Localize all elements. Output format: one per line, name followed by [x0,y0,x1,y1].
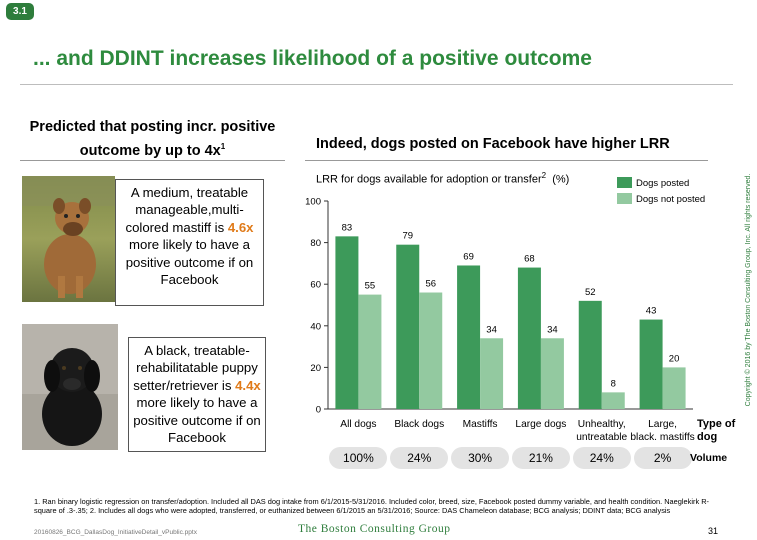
left-heading-footnote: 1 [220,142,226,151]
bar-not-posted [358,294,382,409]
chart-heading: Indeed, dogs posted on Facebook have hig… [316,136,670,152]
bar-not-posted [540,338,564,409]
data-label-posted: 52 [585,287,596,298]
volume-pill: 24% [390,447,449,469]
bar-posted [396,244,420,409]
x-category-label: Mastiffs [463,419,498,430]
x-axis-title-text: Type of dog [697,418,736,443]
data-label-not-posted: 8 [611,378,616,389]
puppy-likelihood-highlight: 4.4x [235,377,261,393]
data-label-posted: 79 [402,231,413,242]
bcg-logo: The Boston Consulting Group [298,523,451,535]
x-category-label: All dogs [340,419,376,430]
lrr-bar-chart: 0 20 40 60 80 100 83 55 All dogs 79 56 Black dogs 69… [305,197,695,441]
chart-subtitle-footnote: 2 [541,171,547,180]
mastiff-text-before: A medium, treatable manageable,multi-col… [125,185,249,235]
puppy-insight-card: A black, treatable-rehabilitatable puppy… [128,337,266,452]
y-tick-label: 80 [310,238,321,249]
x-category-label: Unhealthy, [578,419,626,430]
bar-posted [578,300,602,409]
bar-not-posted [480,338,504,409]
data-label-posted: 69 [463,251,474,262]
volume-pill: 30% [451,447,510,469]
legend-label-not-posted: Dogs not posted [636,194,706,205]
data-label-not-posted: 56 [425,279,436,290]
bar-posted [335,236,359,409]
section-badge: 3.1 [6,3,34,20]
y-tick-label: 20 [310,363,321,374]
data-label-posted: 43 [646,306,657,317]
x-category-label: Black dogs [394,419,444,430]
mastiff-likelihood-highlight: 4.6x [227,219,254,235]
legend-swatch-posted [617,177,632,188]
left-heading-rule [20,160,285,161]
bar-not-posted [419,292,443,409]
bar-posted [517,267,541,409]
x-category-label: black, mastiffs [630,432,694,440]
mastiff-text-after: more likely to have a positive outcome i… [125,237,254,288]
left-heading-text: Predicted that posting incr. positive ou… [29,119,276,159]
bar-posted [639,319,663,409]
puppy-text-after: more likely to have a positive outcome i… [133,395,261,446]
volume-label: Volume [690,452,728,464]
data-label-not-posted: 34 [547,324,558,335]
y-tick-label: 60 [310,280,321,291]
data-label-not-posted: 55 [365,281,376,292]
data-label-not-posted: 34 [486,324,497,335]
volume-pill: 100% [329,447,388,469]
y-tick-label: 40 [310,321,321,332]
page-title: ... and DDINT increases likelihood of a … [33,47,592,70]
bar-not-posted [662,367,686,409]
title-divider [20,84,733,85]
chart-subtitle-text: LRR for dogs available for adoption or t… [316,173,542,186]
brown-mastiff-photo [22,176,115,302]
file-name: 20160826_BCG_DallasDog_InitiativeDetail_… [34,529,197,536]
copyright-notice: Copyright © 2016 by The Boston Consultin… [745,173,752,407]
x-axis-title: Type of dog [697,418,757,444]
left-panel-heading: Predicted that posting incr. positive ou… [20,118,285,161]
chart-subtitle-unit: (%) [552,173,570,186]
legend-swatch-not-posted [617,193,632,204]
volume-pill: 24% [572,447,631,469]
bar-not-posted [601,392,625,409]
y-tick-label: 0 [316,405,321,416]
data-label-posted: 83 [342,222,353,233]
volume-pill: 21% [511,447,570,469]
chart-subtitle: LRR for dogs available for adoption or t… [316,171,569,186]
page-number: 31 [708,526,719,536]
legend-label-posted: Dogs posted [636,178,690,189]
chart-heading-rule [305,160,708,161]
x-category-label: untreatable [576,432,627,440]
puppy-text-before: A black, treatable-rehabilitatable puppy… [133,343,258,393]
footnotes: 1. Ran binary logistic regression on tra… [34,497,709,515]
x-category-label: Large dogs [515,419,566,430]
volume-pill: 2% [633,447,692,469]
bar-posted [457,265,481,409]
y-tick-label: 100 [305,197,321,208]
data-label-not-posted: 20 [669,353,680,364]
black-puppy-photo [22,324,118,450]
x-category-label: Large, [648,419,677,430]
data-label-posted: 68 [524,254,535,265]
mastiff-insight-card: A medium, treatable manageable,multi-col… [115,179,264,306]
